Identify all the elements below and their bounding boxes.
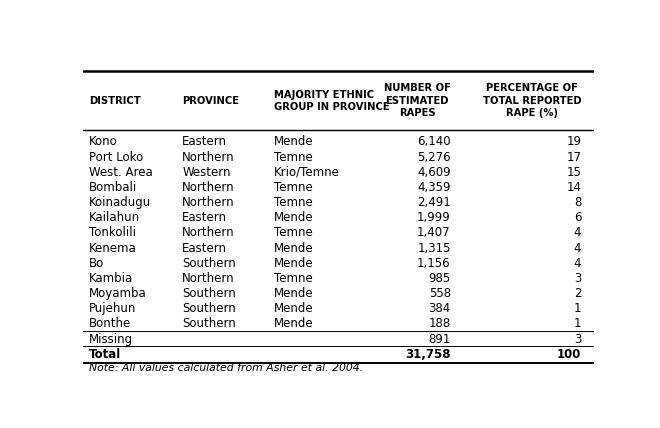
Text: Northern: Northern: [182, 181, 235, 194]
Text: West. Area: West. Area: [88, 166, 152, 179]
Text: Northern: Northern: [182, 226, 235, 239]
Text: Temne: Temne: [275, 226, 313, 239]
Text: 4: 4: [574, 226, 581, 239]
Text: Koinadugu: Koinadugu: [88, 196, 151, 209]
Text: Southern: Southern: [182, 302, 236, 315]
Text: 985: 985: [428, 272, 451, 285]
Text: Kenema: Kenema: [88, 242, 137, 255]
Text: Krio/Temne: Krio/Temne: [275, 166, 340, 179]
Text: 4,359: 4,359: [417, 181, 451, 194]
Text: PROVINCE: PROVINCE: [182, 96, 239, 106]
Text: 3: 3: [574, 272, 581, 285]
Text: 6,140: 6,140: [417, 136, 451, 149]
Text: PERCENTAGE OF
TOTAL REPORTED
RAPE (%): PERCENTAGE OF TOTAL REPORTED RAPE (%): [482, 83, 581, 118]
Text: Southern: Southern: [182, 318, 236, 330]
Text: Northern: Northern: [182, 151, 235, 163]
Text: Southern: Southern: [182, 287, 236, 300]
Text: 4,609: 4,609: [417, 166, 451, 179]
Text: NUMBER OF
ESTIMATED
RAPES: NUMBER OF ESTIMATED RAPES: [384, 83, 451, 118]
Text: 31,758: 31,758: [405, 348, 451, 361]
Text: 8: 8: [574, 196, 581, 209]
Text: Eastern: Eastern: [182, 211, 227, 224]
Text: 100: 100: [557, 348, 581, 361]
Text: Total: Total: [88, 348, 121, 361]
Text: Mende: Mende: [275, 302, 314, 315]
Text: 4: 4: [574, 242, 581, 255]
Text: 558: 558: [428, 287, 451, 300]
Text: 15: 15: [566, 166, 581, 179]
Text: Mende: Mende: [275, 318, 314, 330]
Text: Bombali: Bombali: [88, 181, 137, 194]
Text: Mende: Mende: [275, 287, 314, 300]
Text: 5,276: 5,276: [417, 151, 451, 163]
Text: Pujehun: Pujehun: [88, 302, 136, 315]
Text: Eastern: Eastern: [182, 242, 227, 255]
Text: 1,999: 1,999: [417, 211, 451, 224]
Text: Missing: Missing: [88, 333, 133, 345]
Text: 1: 1: [574, 302, 581, 315]
Text: 188: 188: [428, 318, 451, 330]
Text: Southern: Southern: [182, 257, 236, 270]
Text: 2: 2: [574, 287, 581, 300]
Text: Mende: Mende: [275, 211, 314, 224]
Text: DISTRICT: DISTRICT: [88, 96, 141, 106]
Text: Temne: Temne: [275, 272, 313, 285]
Text: Western: Western: [182, 166, 231, 179]
Text: 1,315: 1,315: [417, 242, 451, 255]
Text: 3: 3: [574, 333, 581, 345]
Text: 1: 1: [574, 318, 581, 330]
Text: Kailahun: Kailahun: [88, 211, 140, 224]
Text: Temne: Temne: [275, 181, 313, 194]
Text: Note: All values calculated from Asher et al. 2004.: Note: All values calculated from Asher e…: [88, 363, 363, 373]
Text: 19: 19: [566, 136, 581, 149]
Text: 14: 14: [566, 181, 581, 194]
Text: Mende: Mende: [275, 257, 314, 270]
Text: Temne: Temne: [275, 151, 313, 163]
Text: 6: 6: [574, 211, 581, 224]
Text: Mende: Mende: [275, 242, 314, 255]
Text: Port Loko: Port Loko: [88, 151, 143, 163]
Text: 1,156: 1,156: [417, 257, 451, 270]
Text: Moyamba: Moyamba: [88, 287, 147, 300]
Text: Temne: Temne: [275, 196, 313, 209]
Text: Northern: Northern: [182, 196, 235, 209]
Text: 1,407: 1,407: [417, 226, 451, 239]
Text: Northern: Northern: [182, 272, 235, 285]
Text: Kono: Kono: [88, 136, 117, 149]
Text: Bonthe: Bonthe: [88, 318, 131, 330]
Text: 17: 17: [566, 151, 581, 163]
Text: 384: 384: [428, 302, 451, 315]
Text: Kambia: Kambia: [88, 272, 133, 285]
Text: 4: 4: [574, 257, 581, 270]
Text: Bo: Bo: [88, 257, 104, 270]
Text: 2,491: 2,491: [417, 196, 451, 209]
Text: MAJORITY ETHNIC
GROUP IN PROVINCE: MAJORITY ETHNIC GROUP IN PROVINCE: [275, 89, 390, 112]
Text: Eastern: Eastern: [182, 136, 227, 149]
Text: Tonkolili: Tonkolili: [88, 226, 136, 239]
Text: 891: 891: [428, 333, 451, 345]
Text: Mende: Mende: [275, 136, 314, 149]
